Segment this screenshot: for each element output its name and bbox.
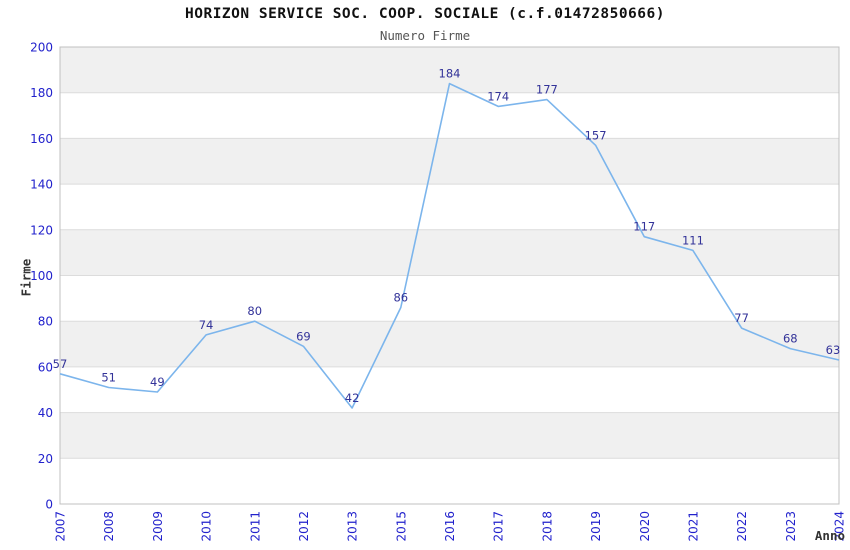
x-tick-label: 2021 — [686, 511, 700, 542]
x-axis-title: Anno — [814, 528, 845, 543]
plot-band — [60, 458, 839, 504]
y-tick-label: 160 — [30, 132, 53, 146]
x-tick-label: 2008 — [102, 511, 116, 542]
x-tick-label: 2007 — [54, 511, 68, 542]
y-tick-label: 40 — [38, 406, 53, 420]
x-tick-label: 2022 — [735, 511, 749, 542]
plot-band — [60, 366, 839, 413]
x-tick-label: 2013 — [346, 511, 360, 542]
point-label: 74 — [199, 318, 214, 332]
x-tick-label: 2023 — [784, 511, 798, 542]
point-label: 111 — [682, 233, 704, 247]
plot-band — [60, 275, 839, 322]
y-tick-label: 180 — [30, 86, 53, 100]
y-tick-label: 80 — [38, 315, 53, 329]
point-label: 63 — [826, 343, 841, 357]
x-tick-label: 2019 — [589, 511, 603, 542]
x-tick-label: 2017 — [492, 511, 506, 542]
x-tick-label: 2009 — [151, 511, 165, 542]
point-label: 117 — [633, 220, 655, 234]
y-tick-label: 60 — [38, 360, 53, 374]
point-label: 86 — [393, 290, 408, 304]
series-line — [59, 82, 840, 409]
plot-band — [60, 229, 839, 276]
plot-band — [60, 412, 839, 459]
y-tick-label: 0 — [45, 498, 53, 512]
y-tick-label: 120 — [30, 223, 53, 237]
point-label: 77 — [734, 311, 749, 325]
point-label: 68 — [783, 332, 798, 346]
x-tick-label: 2010 — [200, 511, 214, 542]
y-tick-label: 20 — [38, 452, 53, 466]
point-label: 57 — [53, 357, 68, 371]
plot-border — [59, 46, 840, 505]
x-tick-label: 2020 — [638, 511, 652, 542]
plot-band — [60, 321, 839, 367]
point-label: 49 — [150, 375, 165, 389]
point-label: 80 — [247, 304, 262, 318]
y-tick-label: 100 — [30, 269, 53, 283]
point-label: 69 — [296, 329, 311, 343]
y-axis-title: Firme — [18, 258, 34, 297]
point-label: 157 — [585, 128, 607, 142]
x-tick-label: 2024 — [833, 511, 847, 542]
y-tick-label: 140 — [30, 178, 53, 192]
plot-band — [60, 184, 839, 230]
point-label: 174 — [487, 89, 509, 103]
chart-title: HORIZON SERVICE SOC. COOP. SOCIALE (c.f.… — [185, 6, 665, 22]
point-label: 51 — [101, 370, 116, 384]
point-label: 177 — [536, 83, 558, 97]
x-tick-label: 2016 — [443, 511, 457, 542]
chart-subtitle: Numero Firme — [379, 28, 471, 43]
x-tick-label: 2011 — [248, 511, 262, 542]
plot-band — [60, 138, 839, 185]
y-tick-label: 200 — [30, 41, 53, 55]
x-tick-label: 2012 — [297, 511, 311, 542]
x-tick-label: 2018 — [540, 511, 554, 542]
point-label: 42 — [345, 391, 360, 405]
point-label: 184 — [439, 67, 461, 81]
plot-band — [60, 92, 839, 139]
x-tick-label: 2015 — [394, 511, 408, 542]
